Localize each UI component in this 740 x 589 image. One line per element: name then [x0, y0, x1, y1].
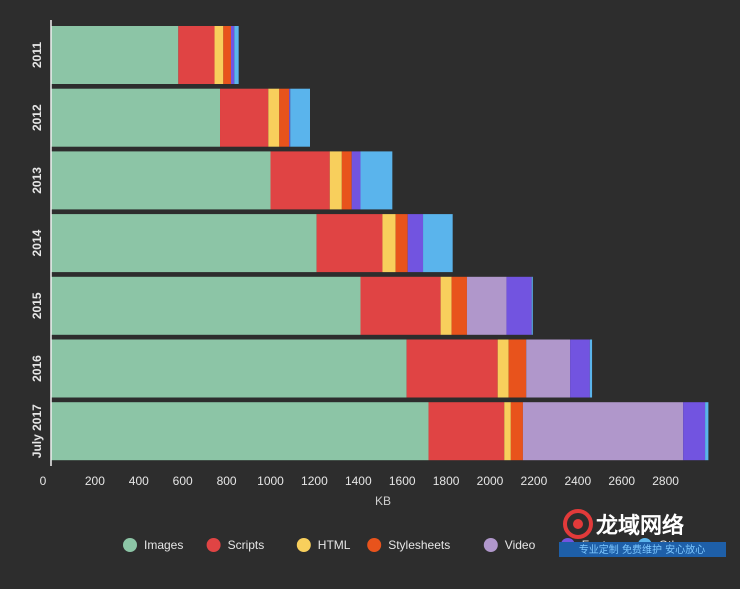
- category-label: 2015: [30, 292, 44, 319]
- x-tick-label: 1400: [345, 474, 372, 488]
- x-tick-label: 1200: [301, 474, 328, 488]
- bar-segment: [51, 339, 407, 398]
- legend-label: Scripts: [228, 538, 265, 552]
- bar-segment: [51, 151, 271, 210]
- bar-segment: [705, 402, 709, 461]
- bar-segment: [506, 276, 532, 335]
- category-labels: 2011 2012 2013 2014 2015 2016 July 2017: [30, 42, 44, 459]
- bar-segment: [407, 214, 424, 273]
- bar-segment: [395, 214, 408, 273]
- x-tick-label: 600: [173, 474, 193, 488]
- bar-segment: [526, 339, 571, 398]
- legend-label: Video: [505, 538, 536, 552]
- watermark-subtitle: 专业定制 免费维护 安心放心: [579, 543, 705, 556]
- legend-swatch: [123, 538, 137, 552]
- bar-segment: [504, 402, 511, 461]
- bar-segment: [382, 214, 396, 273]
- x-tick-label: 200: [85, 474, 105, 488]
- watermark-title: 龙域网络: [596, 513, 684, 539]
- legend-swatch: [296, 538, 311, 552]
- bar-segment: [508, 339, 527, 398]
- bar-segment: [531, 276, 533, 335]
- bar-segment: [230, 26, 235, 84]
- bar-segment: [178, 26, 215, 84]
- bar-segment: [268, 88, 280, 147]
- bar-segment: [51, 88, 221, 147]
- legend-label: Images: [144, 538, 183, 552]
- x-tick-label: 2200: [521, 474, 548, 488]
- legend-swatch: [367, 538, 382, 552]
- x-tick-label: 1600: [389, 474, 416, 488]
- x-tick-label: 400: [129, 474, 149, 488]
- legend-swatch: [206, 538, 221, 552]
- bar-segment: [51, 26, 179, 84]
- bar-segment: [360, 151, 393, 210]
- category-label: July 2017: [30, 404, 44, 458]
- category-label: 2016: [30, 355, 44, 382]
- x-tick-label: 2000: [477, 474, 504, 488]
- x-tick-label: 2800: [652, 474, 679, 488]
- bar-segment: [316, 214, 383, 273]
- bar-segment: [683, 402, 706, 461]
- bar-segment: [279, 88, 290, 147]
- x-axis-title: KB: [375, 494, 391, 508]
- category-label: 2014: [30, 229, 44, 256]
- bar-segment: [51, 402, 429, 461]
- bar-segment: [406, 339, 498, 398]
- bar-segment: [289, 88, 291, 147]
- bar-segment: [223, 26, 231, 84]
- legend-label: Stylesheets: [388, 538, 450, 552]
- bars-layer: [51, 26, 709, 461]
- bar-segment: [51, 276, 361, 335]
- bar-segment: [351, 151, 361, 210]
- bar-segment: [451, 276, 467, 335]
- bar-segment: [497, 339, 509, 398]
- x-tick-label: 2600: [608, 474, 635, 488]
- bar-segment: [522, 402, 684, 461]
- x-tick-label: 800: [217, 474, 237, 488]
- bar-segment: [360, 276, 441, 335]
- bar-segment: [234, 26, 239, 84]
- bar-segment: [270, 151, 330, 210]
- bar-segment: [589, 339, 593, 398]
- x-tick-label: 0: [40, 474, 47, 488]
- bar-segment: [510, 402, 523, 461]
- category-label: 2012: [30, 104, 44, 131]
- category-label: 2013: [30, 167, 44, 194]
- legend-swatch: [483, 538, 498, 552]
- watermark-logo-icon: [563, 509, 593, 539]
- bar-segment: [220, 88, 269, 147]
- bar-segment: [341, 151, 352, 210]
- x-tick-label: 1000: [257, 474, 284, 488]
- watermark: 龙域网络 专业定制 免费维护 安心放心: [559, 509, 726, 557]
- bar-segment: [329, 151, 342, 210]
- x-tick-label: 2400: [564, 474, 591, 488]
- bar-segment: [214, 26, 224, 84]
- legend-label: HTML: [318, 538, 351, 552]
- bar-segment: [51, 214, 317, 273]
- bar-segment: [290, 88, 310, 147]
- category-label: 2011: [30, 42, 44, 68]
- x-tick-label: 1800: [433, 474, 460, 488]
- bar-segment: [423, 214, 453, 273]
- bar-segment: [570, 339, 590, 398]
- bar-segment: [466, 276, 507, 335]
- x-tick-labels: 0 200 400 600 800 1000 1200 1400 1600 1800 2000 220…: [40, 474, 680, 488]
- bar-segment: [440, 276, 452, 335]
- bar-segment: [428, 402, 505, 461]
